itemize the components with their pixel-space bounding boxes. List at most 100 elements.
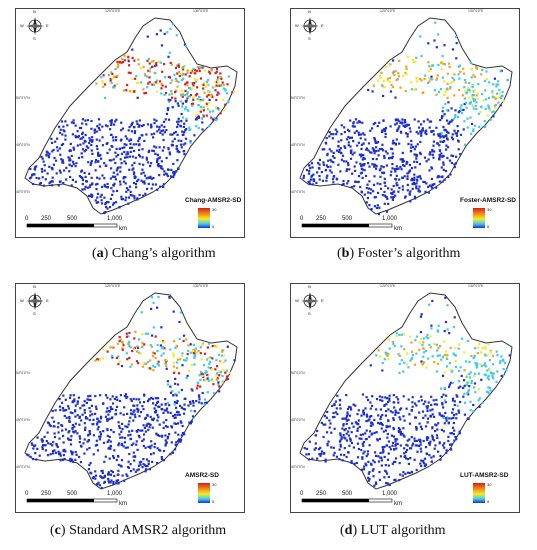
north-arrow-icon (301, 17, 319, 35)
compass-west-label: W (295, 298, 299, 303)
legend-max-label: 30 (212, 482, 217, 487)
region-outline (299, 292, 513, 490)
scale-label: 250 (316, 491, 327, 497)
map-panel-b: N S W E 120°0'0"E 130°0'0"E 50°0'0"N 45°0'0"N 40… (290, 8, 520, 238)
compass-north-label: N (308, 9, 311, 14)
snow-depth-map (24, 17, 238, 228)
top-tick-label: 120°0'0"E (105, 284, 121, 288)
caption-text: Standard AMSR2 algorithm (65, 523, 227, 538)
legend-max-label: 30 (487, 207, 492, 212)
snow-depth-map (24, 292, 238, 503)
compass-east-label: E (46, 298, 49, 303)
caption-letter: c (54, 523, 61, 538)
left-tick-label: 45°0'0"N (291, 143, 305, 147)
scale-bar (26, 223, 118, 228)
legend-title: LUT-AMSR2-SD (460, 472, 509, 479)
scale-bar (26, 498, 118, 503)
left-tick-label: 40°0'0"N (291, 465, 305, 469)
left-tick-label: 50°0'0"N (16, 371, 30, 375)
caption-b: (b) Foster’s algorithm (337, 246, 461, 261)
left-tick-label: 45°0'0"N (16, 418, 30, 422)
scale-label: 500 (67, 491, 78, 497)
top-tick-label: 130°0'0"E (468, 9, 484, 13)
legend-min-label: 5 (212, 499, 215, 504)
map-frame (15, 283, 245, 513)
top-tick-label: 130°0'0"E (193, 284, 209, 288)
north-arrow-icon (26, 292, 44, 310)
scale-unit-label: km (119, 226, 127, 232)
left-tick-label: 40°0'0"N (16, 190, 30, 194)
scale-label: 0 (300, 216, 304, 222)
top-tick-label: 130°0'0"E (468, 284, 484, 288)
scale-unit-label: km (119, 501, 127, 507)
compass-east-label: E (321, 23, 324, 28)
scale-label: 1,000 (107, 216, 123, 222)
caption-text: Chang’s algorithm (108, 246, 216, 261)
compass-west-label: W (20, 23, 24, 28)
north-arrow-icon (301, 292, 319, 310)
legend-color-ramp (198, 208, 210, 228)
north-arrow-icon (26, 17, 44, 35)
compass-south-label: S (33, 311, 36, 316)
snow-depth-map (299, 292, 513, 503)
legend-color-ramp (473, 483, 485, 503)
map-frame (15, 8, 245, 238)
compass-north-label: N (33, 9, 36, 14)
region-outline (299, 17, 513, 215)
top-tick-label: 120°0'0"E (380, 284, 396, 288)
compass-east-label: E (46, 23, 49, 28)
left-tick-label: 45°0'0"N (16, 143, 30, 147)
left-tick-label: 50°0'0"N (291, 96, 305, 100)
caption-a: (a) Chang’s algorithm (92, 246, 216, 261)
left-tick-label: 50°0'0"N (16, 96, 30, 100)
left-tick-label: 40°0'0"N (16, 465, 30, 469)
map-frame (290, 8, 520, 238)
map-panel-a: N S W E 120°0'0"E 130°0'0"E 50°0'0"N 45°0'0"N 40… (15, 8, 245, 238)
caption-text: Foster’s algorithm (354, 246, 461, 261)
caption-d: (d) LUT algorithm (340, 523, 446, 538)
top-tick-label: 120°0'0"E (105, 9, 121, 13)
compass-west-label: W (295, 23, 299, 28)
snow-depth-map (299, 17, 513, 228)
compass-north-label: N (33, 284, 36, 289)
compass-east-label: E (321, 298, 324, 303)
scale-label: 500 (342, 216, 353, 222)
legend-max-label: 30 (487, 482, 492, 487)
legend-min-label: 5 (487, 499, 490, 504)
top-tick-label: 130°0'0"E (193, 9, 209, 13)
map-frame (290, 283, 520, 513)
scale-label: 250 (316, 216, 327, 222)
legend-min-label: 5 (487, 224, 490, 229)
caption-letter: b (341, 246, 350, 261)
scale-label: 500 (342, 491, 353, 497)
compass-south-label: S (308, 311, 311, 316)
scale-bar (301, 223, 393, 228)
left-tick-label: 50°0'0"N (291, 371, 305, 375)
compass-north-label: N (308, 284, 311, 289)
scale-label: 250 (41, 216, 52, 222)
scale-label: 1,000 (382, 491, 398, 497)
map-panel-c: N S W E 120°0'0"E 130°0'0"E 50°0'0"N 45°0'0"N 40… (15, 283, 245, 513)
caption-text: LUT algorithm (357, 523, 446, 538)
caption-letter: a (96, 246, 104, 261)
legend-title: Foster-AMSR2-SD (460, 197, 516, 204)
compass-south-label: S (33, 36, 36, 41)
legend-color-ramp (198, 483, 210, 503)
caption-letter: d (344, 523, 353, 538)
compass-west-label: W (20, 298, 24, 303)
left-tick-label: 40°0'0"N (291, 190, 305, 194)
scale-unit-label: km (394, 501, 402, 507)
scale-label: 0 (25, 216, 29, 222)
map-panel-d: N S W E 120°0'0"E 130°0'0"E 50°0'0"N 45°0'0"N 40… (290, 283, 520, 513)
scale-label: 0 (300, 491, 304, 497)
caption-c: (c) Standard AMSR2 algorithm (50, 523, 227, 538)
left-tick-label: 45°0'0"N (291, 418, 305, 422)
scale-label: 250 (41, 491, 52, 497)
scale-label: 500 (67, 216, 78, 222)
scale-label: 0 (25, 491, 29, 497)
scale-label: 1,000 (382, 216, 398, 222)
top-tick-label: 120°0'0"E (380, 9, 396, 13)
region-outline (24, 17, 238, 215)
legend-color-ramp (473, 208, 485, 228)
scale-bar (301, 498, 393, 503)
